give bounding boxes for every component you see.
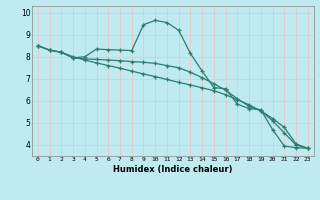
X-axis label: Humidex (Indice chaleur): Humidex (Indice chaleur)	[113, 165, 233, 174]
